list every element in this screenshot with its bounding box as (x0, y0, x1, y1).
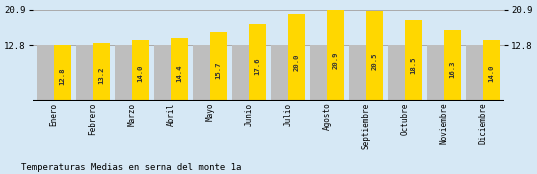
Text: 14.4: 14.4 (177, 64, 183, 82)
Bar (327, 10, 344, 101)
Text: 17.6: 17.6 (255, 58, 260, 75)
Bar (350, 45, 366, 101)
Bar (93, 44, 110, 101)
Bar (193, 45, 210, 101)
Bar (155, 45, 171, 101)
Bar (76, 45, 93, 101)
Bar (115, 45, 132, 101)
Bar (366, 11, 382, 101)
Text: 13.2: 13.2 (98, 66, 104, 84)
Text: Temperaturas Medias en serna del monte 1a: Temperaturas Medias en serna del monte 1… (21, 163, 242, 172)
Text: 14.0: 14.0 (488, 65, 495, 82)
Bar (54, 45, 71, 101)
Text: 15.7: 15.7 (215, 62, 221, 79)
Bar (233, 45, 249, 101)
Bar (271, 45, 288, 101)
Bar (405, 20, 422, 101)
Bar (38, 45, 54, 101)
Bar (210, 33, 227, 101)
Bar (466, 45, 483, 101)
Text: 12.8: 12.8 (60, 67, 66, 85)
Bar (388, 45, 405, 101)
Bar (171, 38, 187, 101)
Text: 14.0: 14.0 (137, 65, 143, 82)
Text: 20.5: 20.5 (372, 52, 378, 70)
Bar (310, 45, 327, 101)
Bar (427, 45, 444, 101)
Bar (249, 24, 266, 101)
Text: 20.0: 20.0 (293, 53, 300, 71)
Bar (444, 30, 461, 101)
Text: 18.5: 18.5 (410, 56, 416, 74)
Bar (483, 40, 499, 101)
Text: 16.3: 16.3 (449, 60, 455, 78)
Bar (132, 40, 149, 101)
Text: 20.9: 20.9 (332, 51, 338, 69)
Bar (288, 14, 304, 101)
